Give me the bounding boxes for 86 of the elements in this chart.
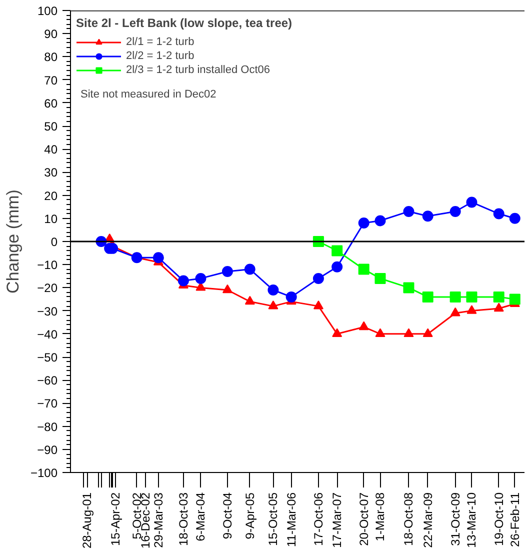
point <box>422 328 433 337</box>
point <box>358 218 370 229</box>
point <box>466 305 477 314</box>
legend-label: 2l/1 = 1-2 turb <box>126 35 194 49</box>
y-tick-label: −60 <box>37 374 58 388</box>
y-tick-label: 20 <box>44 188 58 203</box>
x-tick-label: 19-Oct-10 <box>492 492 506 546</box>
y-tick-label: −80 <box>37 420 58 434</box>
point <box>244 264 256 275</box>
x-tick-label: 31-Oct-09 <box>448 492 462 546</box>
x-tick-label: 29-Mar-03 <box>151 492 166 548</box>
point <box>196 282 206 291</box>
point <box>131 252 142 264</box>
point <box>509 294 520 305</box>
y-tick-label: 60 <box>44 96 58 110</box>
legend-label: 2l/3 = 1-2 turb installed Oct06 <box>126 63 270 77</box>
point <box>178 275 189 286</box>
legend-title: Site 2l - Left Bank (low slope, tea tree) <box>76 16 292 30</box>
y-tick-label: −70 <box>37 396 58 411</box>
point <box>422 291 434 302</box>
point <box>450 307 460 316</box>
y-tick-label: 80 <box>44 50 58 64</box>
y-tick-label: −10 <box>37 258 58 272</box>
y-tick-label: 70 <box>44 73 58 88</box>
point <box>509 212 520 224</box>
point <box>312 272 324 284</box>
point <box>244 296 255 305</box>
y-tick-label: 30 <box>44 166 58 180</box>
x-tick-label: 15-Oct-05 <box>266 492 280 546</box>
y-tick-label: 90 <box>44 27 58 42</box>
point <box>375 328 386 337</box>
point <box>195 272 206 284</box>
point <box>332 261 343 272</box>
y-tick-label: 0 <box>50 235 58 249</box>
y-tick-label: 40 <box>44 142 58 157</box>
point <box>374 215 386 226</box>
y-tick-label: −40 <box>37 327 58 342</box>
x-tick-label: 18-Oct-08 <box>402 492 416 546</box>
point <box>494 302 504 312</box>
point <box>268 284 279 296</box>
x-tick-label: 22-Mar-09 <box>420 492 435 548</box>
point <box>493 291 504 302</box>
x-tick-label: 13-Mar-10 <box>464 492 479 548</box>
x-tick-label: 9-Oct-04 <box>220 492 234 540</box>
y-tick-label: 100 <box>37 4 58 18</box>
annotation: Site not measured in Dec02 <box>80 88 216 100</box>
x-tick-label: 28-Aug-01 <box>80 492 94 549</box>
y-tick-label: −30 <box>37 304 58 318</box>
point <box>358 264 370 275</box>
x-tick-label: 9-Apr-05 <box>242 492 257 540</box>
x-tick-label: 6-Mar-04 <box>194 492 208 542</box>
y-axis-title: Change (mm) <box>3 190 22 294</box>
x-tick-label: 26-Feb-11 <box>508 492 522 547</box>
point <box>332 245 343 256</box>
y-tick-label: 10 <box>44 212 58 226</box>
point <box>450 206 461 217</box>
point <box>403 282 414 294</box>
point <box>358 321 369 330</box>
point <box>222 266 233 278</box>
point <box>466 291 478 302</box>
y-tick-label: −90 <box>37 442 58 457</box>
y-tick-label: −20 <box>37 281 58 296</box>
point <box>422 210 434 222</box>
x-tick-label: 17-Oct-06 <box>311 492 326 546</box>
point <box>332 328 342 337</box>
x-tick-label: 1-Mar-08 <box>373 492 388 542</box>
y-tick-label: −100 <box>30 466 58 480</box>
point <box>152 252 164 264</box>
point <box>286 291 297 302</box>
x-tick-label: 18-Oct-03 <box>176 492 190 546</box>
point <box>404 328 414 337</box>
x-tick-label: 20-Oct-07 <box>356 492 371 546</box>
point <box>466 196 478 208</box>
point <box>493 208 504 220</box>
point <box>450 291 461 302</box>
y-tick-label: 50 <box>44 120 58 134</box>
x-tick-label: 15-Apr-02 <box>108 492 123 546</box>
point <box>268 300 278 310</box>
x-tick-label: 11-Mar-06 <box>284 492 298 547</box>
point <box>403 206 414 217</box>
point <box>222 284 232 294</box>
y-tick-label: −50 <box>37 350 58 364</box>
point <box>313 300 324 310</box>
legend-label: 2l/2 = 1-2 turb <box>126 49 194 63</box>
point <box>374 272 386 284</box>
x-tick-label: 17-Mar-07 <box>330 492 344 548</box>
